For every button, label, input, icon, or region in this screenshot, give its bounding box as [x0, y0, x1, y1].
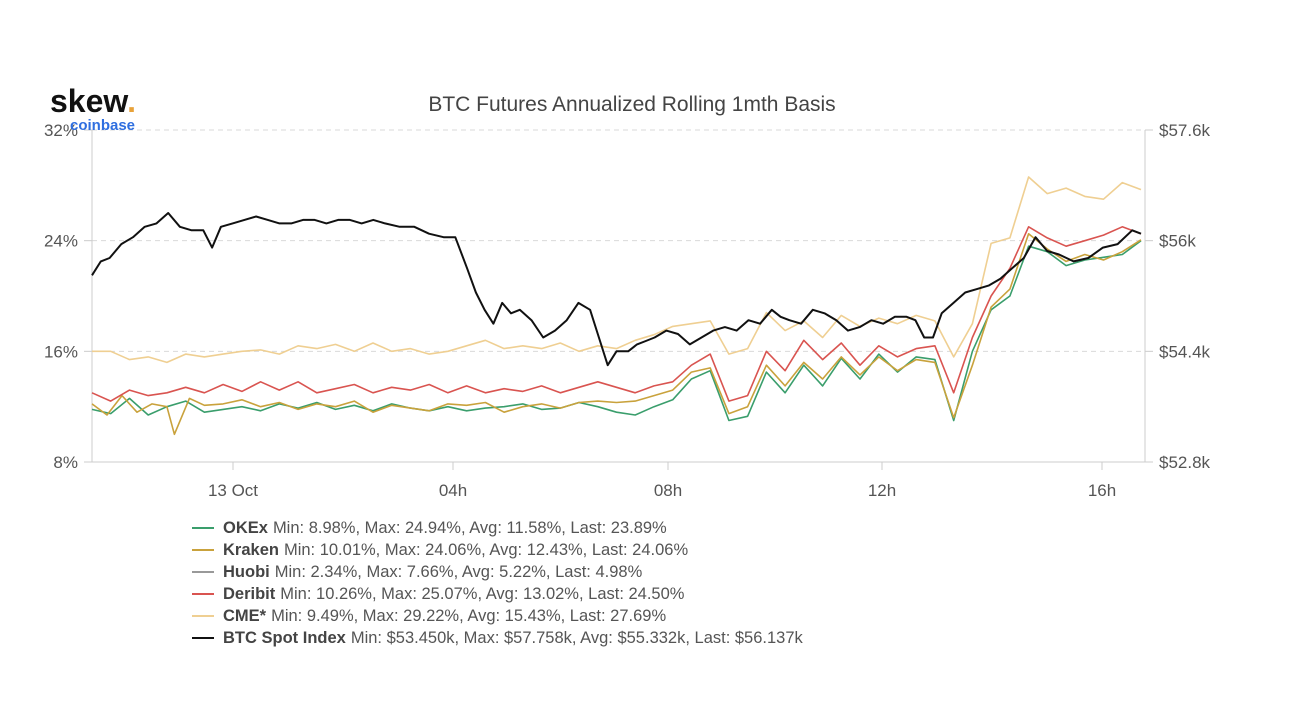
series-line-cme: [92, 176, 1142, 364]
y-left-tick-label: 24%: [44, 232, 78, 251]
x-tick-label: 13 Oct: [208, 481, 258, 500]
legend-series-stats: Min: 10.01%, Max: 24.06%, Avg: 12.43%, L…: [283, 540, 689, 559]
series-line-okex: [91, 240, 1142, 422]
skew-logo: skew. coinbase: [50, 83, 136, 134]
legend-series-stats: Min: 8.98%, Max: 24.94%, Avg: 11.58%, La…: [272, 518, 667, 537]
legend-swatch: [192, 527, 214, 529]
legend-item[interactable]: OKEx Min: 8.98%, Max: 24.94%, Avg: 11.58%…: [192, 517, 803, 539]
y-left-tick-label: 16%: [44, 342, 78, 361]
legend-series-name: OKEx: [223, 518, 268, 537]
series-line-kraken: [91, 233, 1142, 436]
x-tick-label: 08h: [654, 481, 682, 500]
legend-item[interactable]: Kraken Min: 10.01%, Max: 24.06%, Avg: 12.…: [192, 539, 803, 561]
y-left-tick-label: 32%: [44, 121, 78, 140]
y-right-tick-label: $52.8k: [1159, 453, 1211, 472]
series-layer: [91, 176, 1142, 436]
legend-item[interactable]: Huobi Min: 2.34%, Max: 7.66%, Avg: 5.22%,…: [192, 561, 803, 583]
legend-swatch: [192, 615, 214, 617]
legend-series-stats: Min: 9.49%, Max: 29.22%, Avg: 15.43%, La…: [271, 606, 667, 625]
series-line-btc-spot-index: [91, 212, 1142, 367]
legend-item[interactable]: CME* Min: 9.49%, Max: 29.22%, Avg: 15.43%…: [192, 605, 803, 627]
legend-swatch: [192, 637, 214, 639]
legend-series-stats: Min: $53.450k, Max: $57.758k, Avg: $55.3…: [350, 628, 803, 647]
x-tick-label: 04h: [439, 481, 467, 500]
legend-series-stats: Min: 10.26%, Max: 25.07%, Avg: 13.02%, L…: [280, 584, 685, 603]
legend-series-name: Deribit: [223, 584, 276, 603]
legend-series-name: Kraken: [223, 540, 279, 559]
legend-series-name: BTC Spot Index: [223, 628, 346, 647]
x-tick-label: 16h: [1088, 481, 1116, 500]
logo-dot: .: [127, 83, 136, 119]
legend-series-stats: Min: 2.34%, Max: 7.66%, Avg: 5.22%, Last…: [274, 562, 643, 581]
chart-title: BTC Futures Annualized Rolling 1mth Basi…: [428, 93, 835, 116]
legend-swatch: [192, 549, 214, 551]
logo-coinbase: coinbase: [70, 117, 135, 134]
legend-series-name: CME*: [223, 606, 267, 625]
y-right-tick-label: $57.6k: [1159, 121, 1211, 140]
x-tick-label: 12h: [868, 481, 896, 500]
legend-item[interactable]: BTC Spot Index Min: $53.450k, Max: $57.75…: [192, 627, 803, 649]
legend-swatch: [192, 571, 214, 573]
series-line-deribit: [91, 226, 1142, 402]
ticks-layer: 8% $52.8k 16% $54.4k 24% $56k 32% $57.6k 13 Oct 0…: [44, 121, 1211, 500]
legend-series-name: Huobi: [223, 562, 270, 581]
legend-item[interactable]: Deribit Min: 10.26%, Max: 25.07%, Avg: 13…: [192, 583, 803, 605]
y-left-tick-label: 8%: [53, 453, 78, 472]
svg-text:skew.: skew.: [50, 83, 136, 119]
logo-brand: skew: [50, 83, 128, 119]
legend: OKEx Min: 8.98%, Max: 24.94%, Avg: 11.58%…: [192, 517, 803, 649]
y-right-tick-label: $56k: [1159, 232, 1196, 251]
legend-swatch: [192, 593, 214, 595]
y-right-tick-label: $54.4k: [1159, 342, 1211, 361]
